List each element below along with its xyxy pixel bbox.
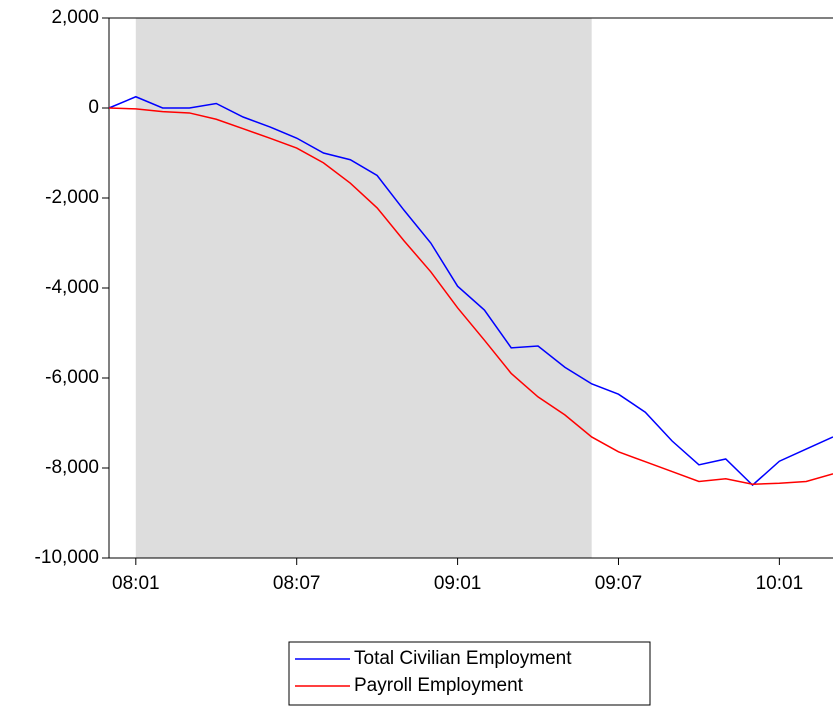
x-tick-label: 09:07 bbox=[595, 573, 643, 594]
shaded-region bbox=[135, 18, 592, 558]
legend-label: Payroll Employment bbox=[354, 675, 524, 696]
y-tick-label: 0 bbox=[88, 97, 99, 118]
x-tick-label: 08:07 bbox=[273, 573, 321, 594]
legend-label: Total Civilian Employment bbox=[354, 648, 572, 669]
y-tick-label: -2,000 bbox=[45, 187, 99, 208]
y-tick-label: -8,000 bbox=[45, 457, 99, 478]
legend-box bbox=[288, 641, 651, 706]
y-tick-label: -6,000 bbox=[45, 367, 99, 388]
x-tick-label: 10:01 bbox=[756, 573, 804, 594]
series-line bbox=[108, 107, 833, 485]
y-tick-label: -4,000 bbox=[45, 277, 99, 298]
series-line bbox=[108, 95, 833, 487]
x-tick-label: 08:01 bbox=[112, 573, 160, 594]
y-tick-label: 2,000 bbox=[51, 7, 99, 28]
x-tick-label: 09:01 bbox=[434, 573, 482, 594]
y-tick-label: -10,000 bbox=[35, 547, 99, 568]
